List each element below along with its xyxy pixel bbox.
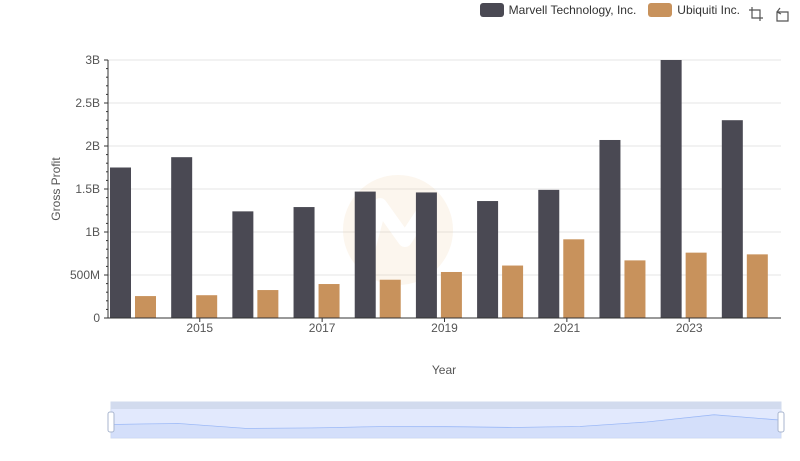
x-tick-label: 2017: [309, 321, 336, 335]
bar-ubiquiti: [379, 279, 401, 318]
legend-swatch-ubiquiti: [648, 3, 673, 17]
slider-top-bar[interactable]: [111, 402, 781, 409]
bar-marvell: [415, 192, 437, 318]
legend-item-marvell[interactable]: Marvell Technology, Inc.: [479, 3, 637, 17]
y-tick-label: 3B: [85, 53, 100, 67]
bar-marvell: [721, 120, 743, 318]
y-tick-label: 500M: [70, 268, 100, 282]
bar-marvell: [232, 211, 254, 318]
reset-icon[interactable]: [774, 6, 790, 22]
bar-ubiquiti: [502, 265, 524, 318]
bar-series: [110, 60, 768, 318]
slider-preview-area: [111, 414, 781, 438]
bar-ubiquiti: [746, 254, 768, 318]
bar-marvell: [293, 207, 315, 318]
bar-ubiquiti: [135, 296, 156, 318]
bar-ubiquiti: [563, 239, 585, 318]
bar-marvell: [477, 201, 499, 318]
bar-ubiquiti: [624, 260, 646, 318]
chart-legend: Marvell Technology, Inc. Ubiquiti Inc.: [479, 3, 740, 17]
y-tick-label: 1B: [85, 225, 100, 239]
bar-ubiquiti: [257, 290, 279, 318]
bar-marvell: [599, 139, 621, 318]
bar-marvell: [660, 60, 682, 318]
bar-marvell: [354, 191, 376, 318]
legend-label-marvell: Marvell Technology, Inc.: [508, 3, 637, 17]
x-tick-label: 2023: [676, 321, 703, 335]
legend-label-ubiquiti: Ubiquiti Inc.: [677, 3, 740, 17]
slider-handle-right[interactable]: [777, 411, 785, 433]
bar-marvell: [110, 167, 131, 318]
x-tick-label: 2015: [186, 321, 213, 335]
y-tick-label: 0: [93, 311, 100, 325]
bar-marvell: [171, 157, 193, 318]
axes: [104, 59, 781, 322]
y-axis-title: Gross Profit: [49, 157, 63, 221]
chart-toolbox: [748, 6, 790, 22]
legend-swatch-marvell: [479, 3, 504, 17]
x-axis-title: Year: [432, 363, 456, 377]
x-tick-label: 2019: [431, 321, 458, 335]
x-axis-tick-labels: 2015 2017 2019 2021 2023: [186, 321, 702, 335]
x-tick-label: 2021: [554, 321, 581, 335]
bar-ubiquiti: [440, 271, 462, 318]
bar-ubiquiti: [196, 295, 218, 318]
y-tick-label: 2B: [85, 139, 100, 153]
data-zoom-slider[interactable]: [107, 401, 785, 439]
zoom-icon[interactable]: [748, 6, 764, 22]
bar-marvell: [538, 189, 560, 318]
y-tick-label: 2.5B: [75, 96, 100, 110]
y-tick-label: 1.5B: [75, 182, 100, 196]
y-axis-tick-labels: 0 500M 1B 1.5B 2B 2.5B 3B: [70, 53, 100, 325]
slider-handle-left[interactable]: [107, 411, 115, 433]
bar-ubiquiti: [685, 252, 707, 318]
bar-ubiquiti: [318, 284, 340, 318]
legend-item-ubiquiti[interactable]: Ubiquiti Inc.: [648, 3, 740, 17]
